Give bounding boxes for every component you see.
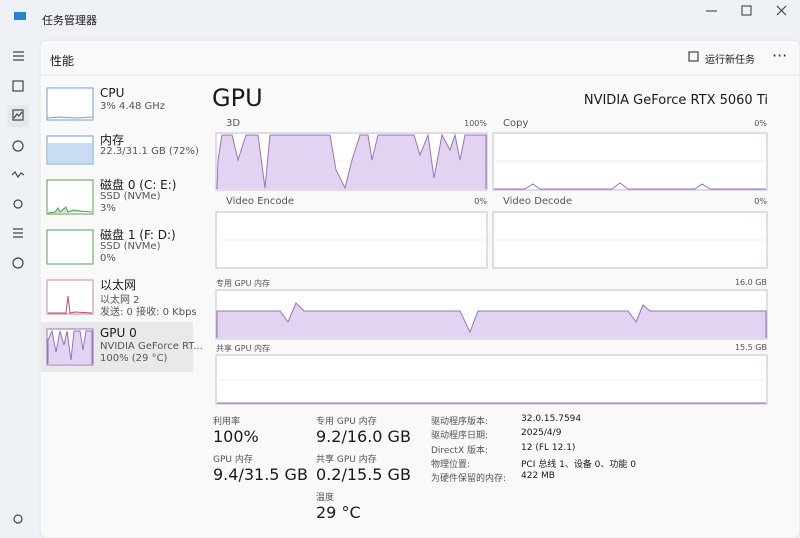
- stat-label: 温度: [316, 493, 335, 503]
- dedicated-label: 专用 GPU 内存: [216, 279, 270, 288]
- stat-label: 专用 GPU 内存: [316, 417, 377, 427]
- device-detail: SSD (NVMe): [100, 191, 161, 202]
- detail-value: 32.0.15.7594: [521, 414, 582, 424]
- detail-value: 2025/4/9: [521, 428, 562, 439]
- detail-value: 12 (FL 12.1): [521, 442, 576, 453]
- graph-name: Video Encode: [226, 196, 294, 207]
- shared-label: 共享 GPU 内存: [216, 344, 270, 353]
- device-detail: 以太网 2: [100, 295, 140, 306]
- stat-value: 0.2/15.5 GB: [316, 465, 411, 484]
- device-detail: 0%: [100, 253, 116, 264]
- stat-value: 9.4/31.5 GB: [213, 465, 308, 484]
- detail-value: PCI 总线 1、设备 0、功能 0: [521, 459, 636, 470]
- device-detail: 3%: [100, 203, 116, 214]
- device-name: 以太网: [100, 278, 137, 292]
- device-name: CPU: [100, 86, 125, 100]
- graph-name: Copy: [503, 118, 529, 129]
- device-detail: NVIDIA GeForce RT...: [100, 341, 203, 352]
- graph-max: 0%: [754, 119, 767, 128]
- stat-label: 共享 GPU 内存: [316, 455, 377, 465]
- device-detail: 3% 4.48 GHz: [100, 101, 166, 112]
- svg-text:···: ···: [772, 46, 787, 65]
- stat-value: 100%: [213, 427, 259, 446]
- graph-name: Video Decode: [503, 196, 573, 207]
- run-task-button[interactable]: 运行新任务: [705, 55, 755, 66]
- device-detail: 发送: 0 接收: 0 Kbps: [100, 307, 197, 318]
- device-name: 磁盘 0 (C: E:): [100, 178, 177, 192]
- stat-value: 29 °C: [316, 503, 361, 522]
- device-detail: 100% (29 °C): [100, 353, 168, 364]
- page-title: 性能: [50, 54, 75, 68]
- shared-max: 15.5 GB: [734, 343, 767, 352]
- device-name: GPU 0: [100, 326, 137, 340]
- graph-max: 0%: [474, 197, 487, 206]
- gpu-title: GPU: [212, 84, 263, 112]
- dedicated-max: 16.0 GB: [734, 278, 767, 287]
- detail-label: 驱动程序日期:: [431, 431, 489, 442]
- graph-max: 100%: [464, 119, 487, 128]
- stat-value: 9.2/16.0 GB: [316, 427, 411, 446]
- gpu-model: NVIDIA GeForce RTX 5060 Ti: [583, 93, 768, 108]
- detail-label: 为硬件保留的内存:: [431, 474, 507, 485]
- graph-name: 3D: [226, 118, 241, 129]
- device-detail: SSD (NVMe): [100, 241, 161, 252]
- detail-label: 驱动程序版本:: [431, 417, 489, 427]
- window-title: 任务管理器: [42, 14, 97, 27]
- device-name: 磁盘 1 (F: D:): [100, 228, 176, 242]
- device-detail: 22.3/31.1 GB (72%): [100, 146, 199, 157]
- detail-value: 422 MB: [521, 471, 555, 482]
- device-name: 内存: [100, 133, 125, 147]
- detail-label: DirectX 版本:: [431, 445, 489, 456]
- graph-max: 0%: [754, 197, 767, 206]
- stat-label: GPU 内存: [213, 455, 253, 465]
- stat-label: 利用率: [213, 417, 241, 427]
- detail-label: 物理位置:: [431, 459, 471, 470]
